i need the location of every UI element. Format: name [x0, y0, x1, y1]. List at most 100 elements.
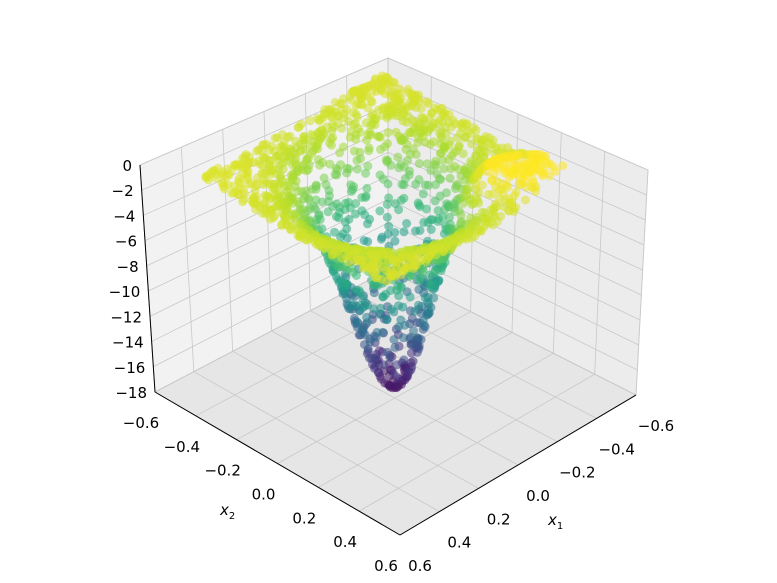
scatter-point: [393, 281, 403, 291]
scatter-point: [331, 212, 341, 221]
scatter-point: [382, 212, 392, 222]
x-tick-label: −0.4: [598, 440, 634, 458]
scatter-point: [376, 144, 385, 154]
scatter-point: [383, 179, 393, 189]
scatter-point: [426, 225, 436, 234]
scatter-point: [389, 335, 399, 345]
scatter-point: [363, 161, 373, 171]
scatter-point: [369, 304, 379, 314]
z-tick-label: −4: [113, 207, 135, 225]
scatter-point: [383, 379, 393, 389]
scatter-point: [346, 186, 356, 196]
scatter-point: [399, 227, 409, 237]
scatter-point: [456, 210, 466, 220]
scatter-point: [473, 172, 483, 182]
axis-lines: [139, 164, 637, 536]
scatter-point: [551, 166, 561, 176]
scatter-point: [460, 133, 470, 143]
scatter-point: [378, 327, 388, 337]
scatter-point: [337, 123, 347, 133]
scatter-point: [376, 303, 386, 313]
scatter-point: [402, 117, 412, 127]
y-tick-label: 0.2: [292, 509, 316, 527]
scatter-point: [415, 226, 425, 235]
scatter-point: [544, 171, 554, 181]
scatter-point: [416, 104, 426, 114]
scatter-point: [446, 245, 455, 254]
scatter-point: [390, 342, 400, 352]
x-tick-label: 0.4: [447, 534, 471, 552]
scatter-point: [362, 183, 372, 193]
tick-labels: 0−2−4−6−8−10−12−14−16−18−0.6−0.4−0.20.00…: [109, 157, 675, 575]
x-tick-label: 0.0: [526, 487, 550, 505]
scatter-point: [382, 347, 392, 357]
scatter-point: [327, 140, 336, 150]
wall-grid-line: [180, 147, 195, 372]
scatter-point: [327, 126, 337, 136]
wall-grid-line: [635, 169, 649, 396]
scatter-point: [336, 232, 346, 242]
scatter-point: [396, 315, 406, 325]
scatter-point: [363, 219, 372, 229]
scatter-point: [446, 122, 456, 132]
scatter-point: [402, 219, 412, 228]
scatter-point: [386, 286, 396, 295]
scatter-point: [361, 168, 371, 178]
scatter-point: [509, 206, 519, 216]
scatter-point: [382, 113, 392, 123]
scatter-point: [424, 279, 434, 289]
scatter-point: [441, 188, 451, 198]
scatter-point: [394, 205, 404, 215]
x-tick-label: −0.6: [638, 417, 674, 435]
z-tick-label: −18: [115, 384, 147, 402]
scatter-point: [388, 368, 398, 378]
scatter-point: [352, 155, 362, 165]
scatter-point: [413, 333, 423, 343]
scatter-point: [359, 236, 369, 245]
z-tick-label: −2: [112, 182, 134, 200]
scatter-point: [521, 195, 530, 205]
scatter-point: [204, 175, 213, 185]
scatter-point: [325, 159, 335, 169]
scatter-point: [438, 212, 448, 222]
scatter-point: [488, 220, 498, 230]
scatter-point: [422, 159, 432, 169]
x-tick-label: 0.6: [408, 557, 432, 575]
wall-grid-line: [387, 175, 642, 296]
scatter-point: [439, 164, 449, 174]
scatter-point: [352, 164, 362, 174]
scatter-point: [330, 227, 339, 237]
scatter-point: [399, 180, 409, 190]
wall-grid-line: [594, 151, 606, 375]
z-tick-label: 0: [122, 157, 132, 175]
z-tick-label: −12: [110, 308, 142, 326]
scatter-point: [251, 204, 261, 214]
scatter-point: [444, 155, 454, 165]
scatter-point: [382, 276, 392, 286]
scatter-point: [558, 161, 568, 171]
wall-grid-line: [148, 175, 389, 292]
scatter-point: [453, 133, 462, 143]
scatter-point: [403, 366, 413, 376]
scatter-point: [293, 186, 303, 196]
scatter-point: [342, 280, 352, 290]
scatter-point: [438, 155, 448, 165]
scatter-point: [374, 368, 384, 378]
scatter-point: [366, 120, 376, 130]
scatter-point: [351, 134, 361, 144]
z-tick-label: −10: [109, 283, 141, 301]
scatter-point: [458, 149, 468, 159]
scatter-point: [414, 300, 423, 310]
scatter-point: [390, 236, 400, 246]
scatter-point: [382, 199, 392, 209]
scatter-point: [277, 221, 287, 230]
scatter-point: [351, 209, 360, 219]
scatter-point: [233, 162, 243, 172]
scatter-point: [252, 146, 262, 156]
z-tick-label: −8: [117, 258, 139, 276]
y-tick-label: 0.6: [374, 557, 398, 575]
scatter-point: [418, 316, 428, 326]
scatter-point: [238, 197, 248, 207]
scatter-points: [201, 71, 568, 393]
x-axis-label: x1: [547, 511, 563, 532]
